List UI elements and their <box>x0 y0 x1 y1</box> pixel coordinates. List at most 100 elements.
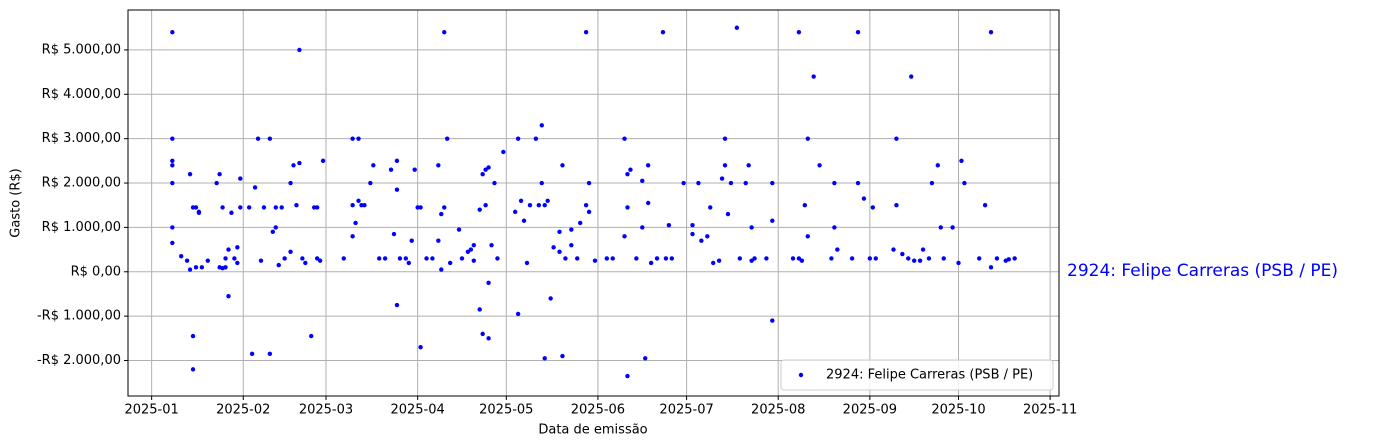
point <box>518 198 524 203</box>
point <box>654 256 660 261</box>
point <box>722 163 728 168</box>
point <box>300 256 305 261</box>
point <box>542 356 547 361</box>
point <box>586 180 592 186</box>
point <box>436 238 441 243</box>
point <box>524 260 530 266</box>
point <box>725 211 731 217</box>
point <box>291 163 296 168</box>
point <box>569 242 574 248</box>
y-tick-label: R$ 2.000,00 <box>42 176 121 191</box>
point <box>486 280 491 286</box>
point <box>764 256 769 261</box>
point <box>320 158 326 164</box>
point <box>666 222 672 228</box>
point <box>288 249 293 255</box>
point <box>911 258 917 263</box>
point <box>569 227 574 232</box>
point <box>235 260 240 266</box>
point <box>867 256 873 261</box>
point <box>170 240 175 246</box>
legend-label: 2924: Felipe Carreras (PSB / PE) <box>826 368 1033 383</box>
point <box>855 29 861 35</box>
point <box>625 373 630 379</box>
point <box>196 210 202 215</box>
point <box>235 245 240 250</box>
point <box>575 256 580 261</box>
point <box>382 256 388 261</box>
point <box>314 205 320 210</box>
point <box>486 336 491 341</box>
point <box>873 256 878 261</box>
point <box>805 234 810 239</box>
point <box>273 205 278 210</box>
point <box>648 260 654 266</box>
point <box>249 351 255 357</box>
point <box>193 205 199 210</box>
point <box>480 331 485 337</box>
point <box>690 231 695 237</box>
point <box>578 220 583 226</box>
point <box>317 258 323 263</box>
point <box>622 136 627 141</box>
point <box>303 260 308 266</box>
point <box>1012 256 1017 261</box>
point <box>184 258 190 263</box>
point <box>542 203 547 208</box>
point <box>190 333 196 339</box>
point <box>489 242 494 248</box>
point <box>412 167 417 172</box>
point <box>394 302 400 308</box>
y-tick-label: -R$ 1.000,00 <box>37 309 121 324</box>
point <box>501 149 506 155</box>
point <box>734 25 740 30</box>
point <box>486 165 491 170</box>
x-tick-label: 2025-05 <box>479 403 533 418</box>
point <box>353 220 358 226</box>
x-tick-label: 2025-02 <box>216 403 270 418</box>
point <box>920 247 926 252</box>
point <box>891 247 896 252</box>
point <box>645 163 651 168</box>
point <box>394 158 400 164</box>
point <box>832 225 837 230</box>
point <box>796 29 802 35</box>
point <box>397 256 403 261</box>
y-tick-label: R$ 3.000,00 <box>42 131 121 146</box>
point <box>855 180 861 186</box>
point <box>941 256 946 261</box>
point <box>708 205 713 210</box>
point <box>527 203 533 208</box>
point <box>252 185 258 190</box>
point <box>258 258 264 263</box>
point <box>232 256 237 261</box>
point <box>515 311 521 317</box>
point <box>628 167 633 172</box>
y-tick-label: R$ 1.000,00 <box>42 220 121 235</box>
point <box>170 180 175 186</box>
point <box>533 136 539 141</box>
point <box>938 225 943 230</box>
point <box>297 160 302 166</box>
point <box>459 256 465 261</box>
point <box>391 231 397 237</box>
point <box>276 262 281 268</box>
point <box>388 167 394 172</box>
point <box>962 180 967 186</box>
point <box>988 29 994 35</box>
point <box>728 180 734 186</box>
point <box>512 209 518 215</box>
point <box>356 136 361 141</box>
point <box>1006 257 1011 262</box>
point <box>394 187 400 192</box>
point <box>288 180 293 186</box>
point <box>802 203 808 208</box>
point <box>583 29 589 35</box>
point <box>909 74 914 79</box>
point <box>959 158 964 164</box>
point <box>625 205 630 210</box>
point <box>551 245 556 250</box>
point <box>273 225 278 230</box>
x-tick-label: 2025-09 <box>843 403 897 418</box>
point <box>170 136 175 141</box>
